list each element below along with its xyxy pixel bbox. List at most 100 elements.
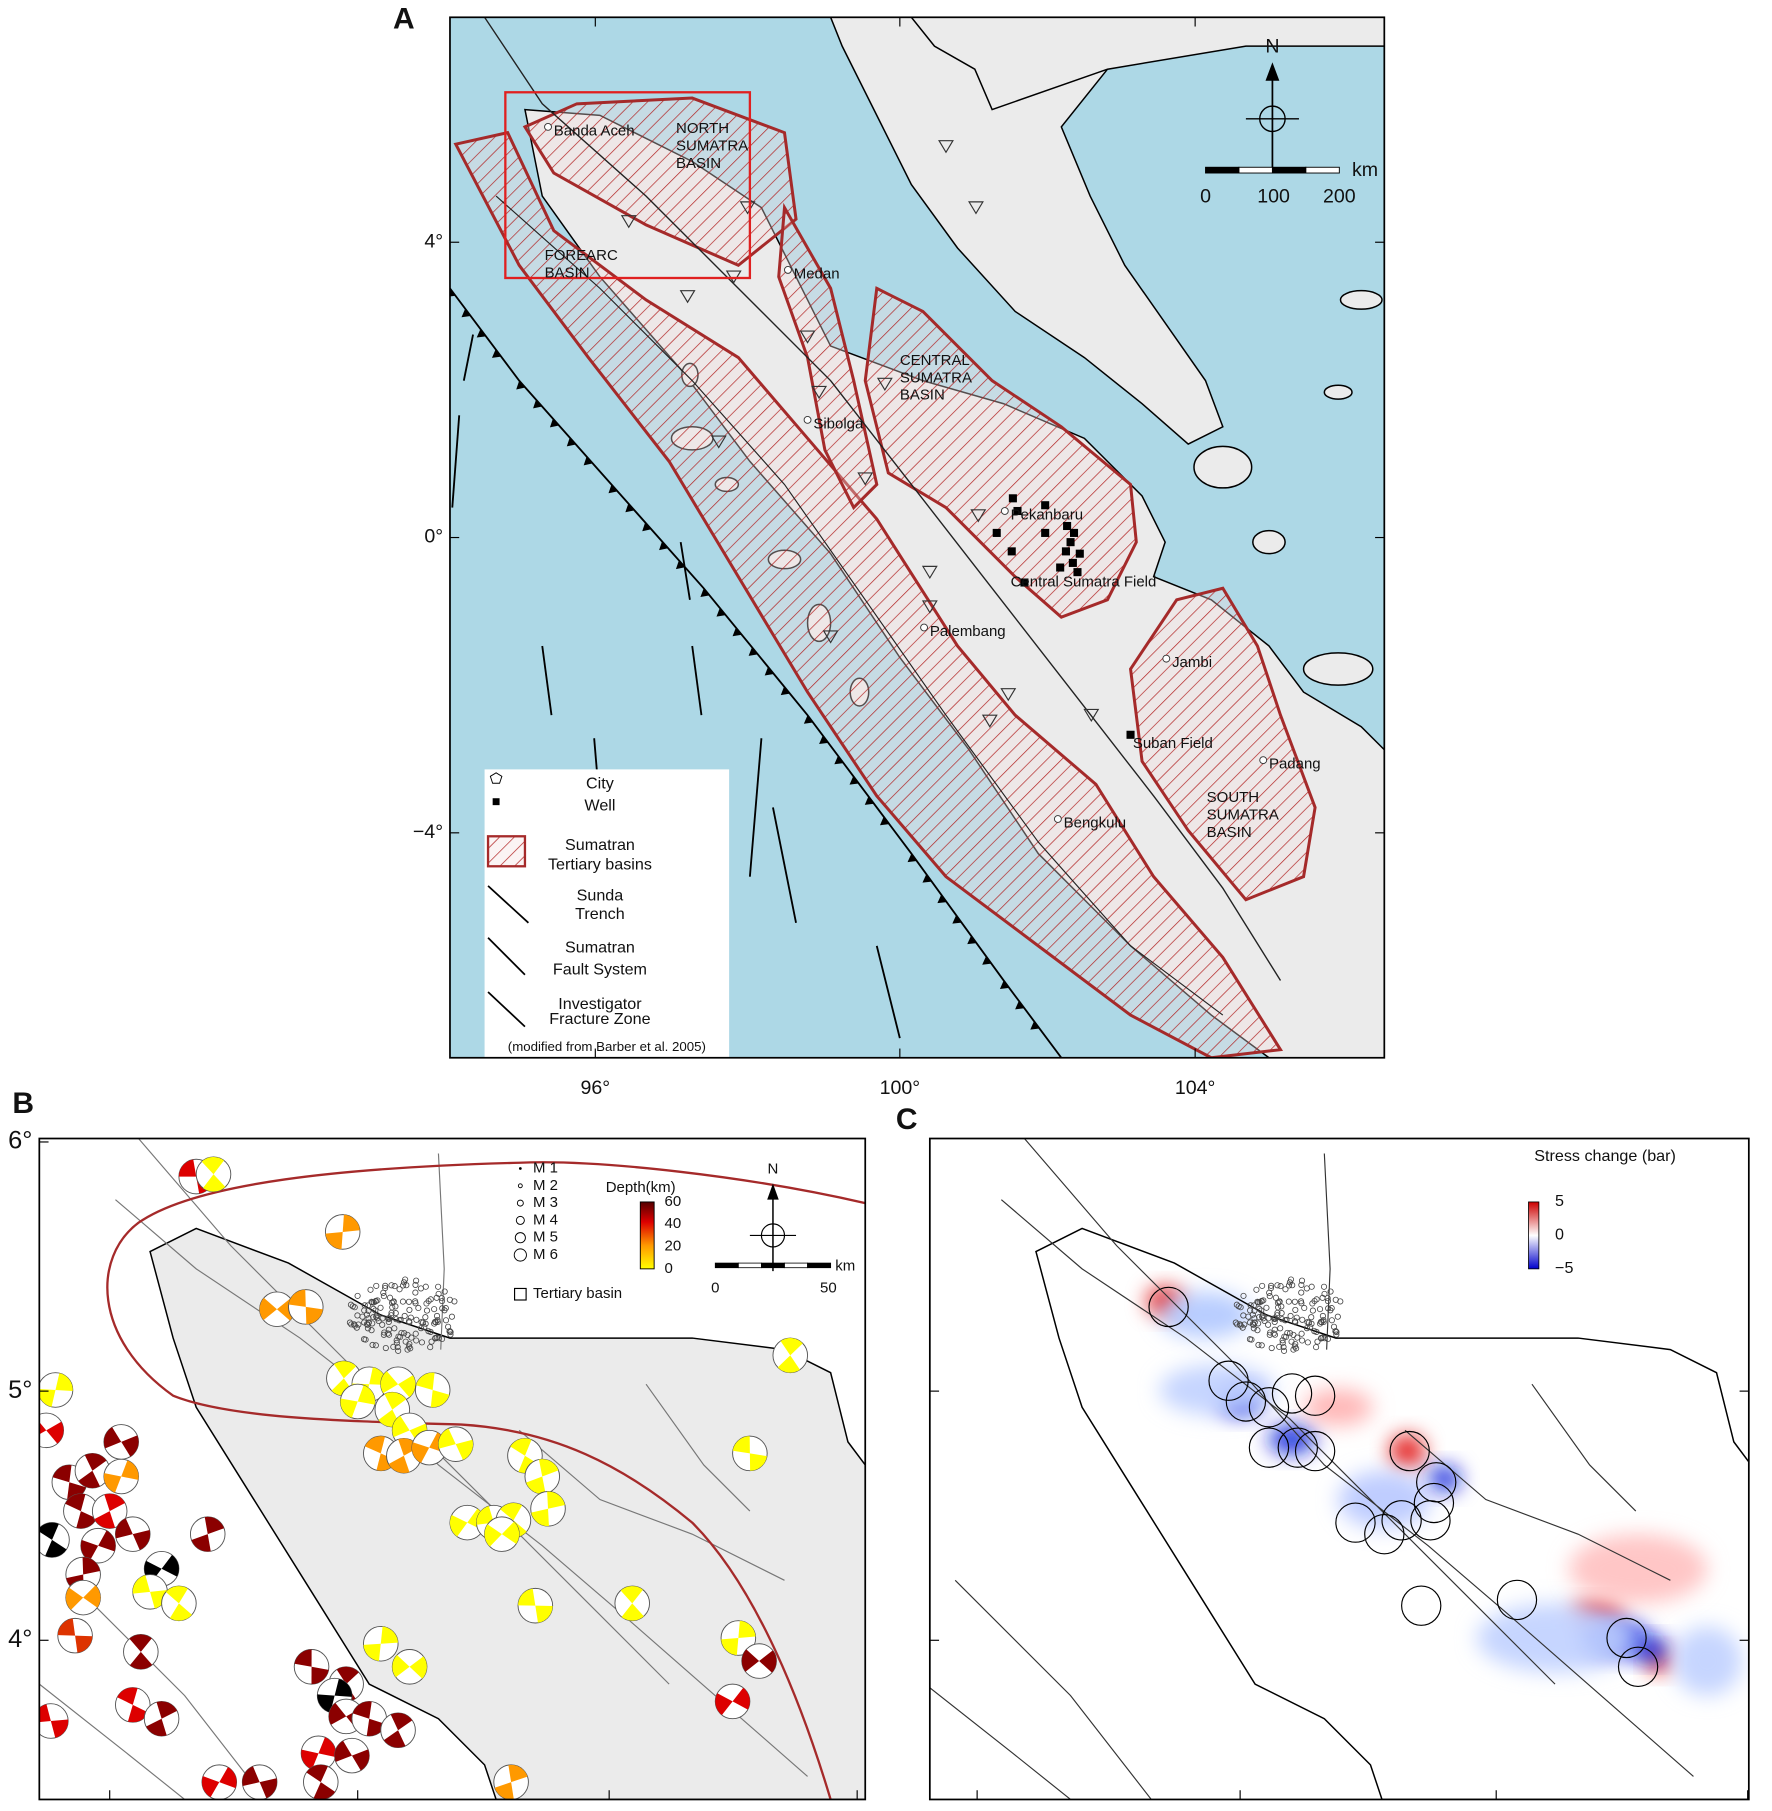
north-label: N — [1265, 35, 1279, 57]
focal-quadrant — [301, 1749, 319, 1770]
focal-quadrant — [39, 1422, 47, 1435]
microseism — [1298, 1330, 1305, 1337]
focal-quadrant — [288, 1289, 306, 1307]
microseism — [349, 1303, 356, 1310]
microseism — [1279, 1339, 1286, 1346]
fracture-zone — [691, 645, 703, 716]
city-label: Jambi — [1172, 654, 1212, 671]
microseism — [1286, 1279, 1293, 1286]
trench-tooth — [819, 735, 829, 745]
credit: (modified from Barber et al. 2005) — [508, 1039, 706, 1054]
scale-segment — [737, 1262, 762, 1269]
focal-quadrant — [115, 1518, 133, 1539]
microseism — [1271, 1326, 1278, 1333]
well — [1069, 528, 1079, 537]
microseism — [438, 1297, 446, 1305]
focal-quadrant — [336, 1666, 359, 1685]
focal-quadrant — [80, 1540, 99, 1561]
lat-tick-label: 0° — [424, 526, 443, 548]
microseism — [1297, 1298, 1305, 1305]
microseism — [1232, 1319, 1239, 1326]
coastline — [1035, 1227, 1749, 1800]
trench-tooth — [476, 328, 486, 338]
microseism — [402, 1338, 409, 1345]
focal-quadrant — [759, 1650, 777, 1673]
legend-label: Tertiary basins — [548, 855, 652, 873]
focal-quadrant — [325, 1231, 343, 1250]
microseism — [1317, 1318, 1324, 1325]
city-marker — [1259, 756, 1268, 765]
microseism — [445, 1323, 452, 1330]
focal-quadrant — [39, 1389, 56, 1407]
station — [876, 377, 893, 392]
tertiary-basin — [453, 130, 1284, 1058]
microseism — [1276, 1298, 1283, 1305]
legend-label: Sumatran — [565, 938, 635, 956]
focal-quadrant — [98, 1530, 116, 1552]
microseism — [368, 1327, 375, 1334]
colorbar-tick: 60 — [665, 1193, 682, 1210]
focal-quadrant — [501, 1521, 520, 1544]
focal-quadrant — [317, 1694, 335, 1713]
focal-quadrant — [777, 1355, 800, 1373]
focal-quadrant — [150, 1590, 168, 1609]
focal-quadrant — [621, 1603, 644, 1621]
source-fault — [1413, 1482, 1455, 1524]
focal-quadrant — [508, 1764, 528, 1783]
microseism — [1303, 1285, 1310, 1292]
well — [992, 528, 1001, 537]
microseism — [351, 1321, 358, 1328]
trench-tooth — [967, 935, 977, 945]
well — [1020, 578, 1029, 587]
microseism — [433, 1312, 441, 1320]
focal-quadrant — [430, 1389, 450, 1408]
trench-tooth — [834, 755, 844, 765]
trench-tooth — [952, 915, 962, 924]
microseism — [412, 1298, 419, 1305]
microseism — [407, 1314, 414, 1321]
focal-quadrant — [535, 1605, 553, 1623]
focal-quadrant — [146, 1718, 167, 1737]
magnitude-symbol — [513, 1248, 527, 1262]
basin-symbol — [513, 1287, 527, 1301]
source-fault — [1401, 1585, 1442, 1626]
source-fault — [1389, 1430, 1430, 1472]
basin-label: NORTH — [676, 120, 729, 137]
station — [921, 600, 938, 614]
microseism — [351, 1322, 358, 1329]
station — [620, 215, 637, 229]
microseism — [374, 1297, 381, 1304]
microseism — [431, 1318, 439, 1325]
land-peninsula — [829, 17, 1224, 445]
focal-quadrant — [191, 1534, 211, 1552]
tertiary-basin — [863, 286, 1138, 619]
well — [1007, 547, 1016, 556]
sumatran-fault — [484, 17, 1282, 981]
legend-well — [492, 798, 500, 806]
focal-quadrant — [411, 1442, 430, 1463]
trench-tooth — [625, 503, 635, 513]
focal-quadrant — [383, 1730, 406, 1748]
city-label: Sibolga — [813, 415, 864, 432]
microseism — [447, 1328, 454, 1336]
basin-label: CENTRAL — [900, 352, 970, 369]
fault — [39, 1683, 186, 1800]
scale-segment — [761, 1262, 785, 1269]
microseism — [1333, 1331, 1340, 1338]
microseism — [433, 1294, 440, 1301]
focal-quadrant — [538, 1459, 559, 1477]
microseism — [398, 1329, 405, 1336]
microseism — [395, 1347, 402, 1354]
microseism — [421, 1324, 428, 1331]
microseism — [1298, 1281, 1305, 1288]
microseism — [1253, 1286, 1260, 1293]
panel-c-map: Stress change (bar) 5 0 −5 — [929, 1138, 1749, 1800]
microseism — [446, 1296, 453, 1303]
panel-b-frame — [38, 1137, 867, 1801]
microseism — [439, 1305, 446, 1312]
microseism — [1298, 1277, 1306, 1284]
microseism — [400, 1282, 407, 1289]
microseism — [1276, 1343, 1283, 1350]
microseism — [384, 1330, 391, 1337]
station — [970, 509, 987, 523]
